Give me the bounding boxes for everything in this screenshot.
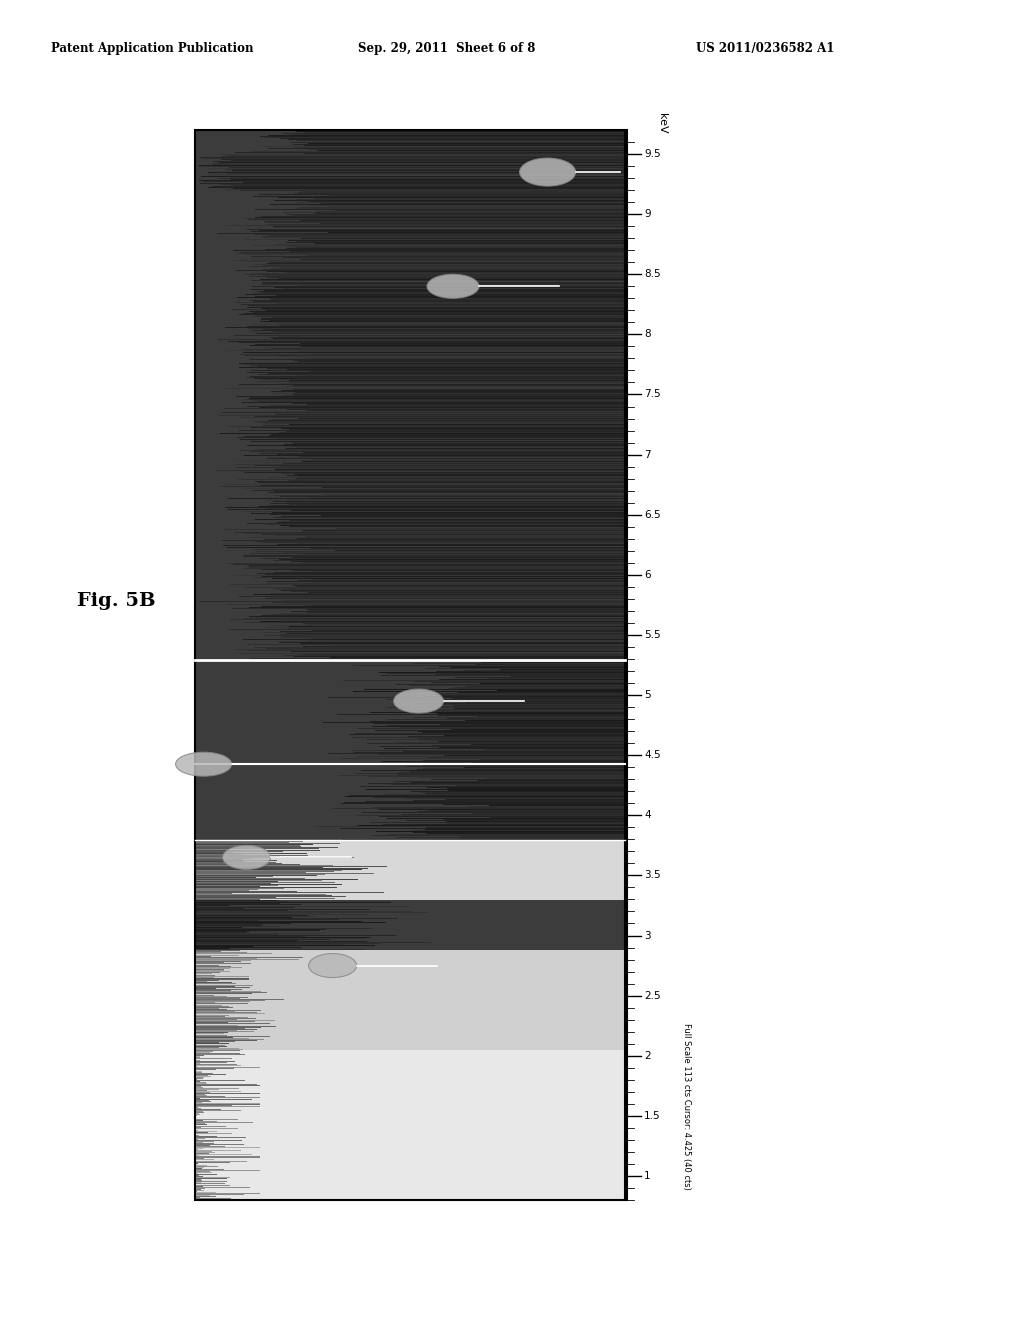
Text: 6.5: 6.5 (644, 510, 660, 520)
Text: 6: 6 (644, 570, 650, 579)
Bar (195, 950, 625, 1049)
Text: 4.5: 4.5 (644, 750, 660, 760)
Text: 4: 4 (644, 810, 650, 820)
Text: 5: 5 (644, 690, 650, 700)
Text: 1.5: 1.5 (644, 1111, 660, 1121)
Text: 7.5: 7.5 (644, 389, 660, 400)
Bar (195, 660, 625, 840)
Text: Full Scale 113 cts Cursor: 4.425 (40 cts): Full Scale 113 cts Cursor: 4.425 (40 cts… (682, 1023, 691, 1191)
Bar (195, 129, 625, 1200)
Text: 9.5: 9.5 (644, 149, 660, 158)
Ellipse shape (308, 953, 356, 978)
Text: 2.5: 2.5 (644, 990, 660, 1001)
Text: 7: 7 (644, 450, 650, 459)
Bar (195, 840, 625, 900)
Text: keV: keV (657, 114, 667, 135)
Bar (195, 1049, 625, 1200)
Text: 3: 3 (644, 931, 650, 941)
Bar (195, 900, 625, 950)
Text: Sep. 29, 2011  Sheet 6 of 8: Sep. 29, 2011 Sheet 6 of 8 (358, 42, 536, 55)
Text: 5.5: 5.5 (644, 630, 660, 640)
Text: 9: 9 (644, 209, 650, 219)
Ellipse shape (519, 158, 575, 186)
Ellipse shape (393, 689, 443, 713)
Text: 8.5: 8.5 (644, 269, 660, 280)
Ellipse shape (427, 275, 479, 298)
Ellipse shape (222, 845, 270, 870)
Text: US 2011/0236582 A1: US 2011/0236582 A1 (696, 42, 835, 55)
Text: 8: 8 (644, 330, 650, 339)
Text: 1: 1 (644, 1171, 650, 1181)
Ellipse shape (175, 752, 231, 776)
Text: Patent Application Publication: Patent Application Publication (51, 42, 254, 55)
Bar (195, 129, 625, 660)
Text: 3.5: 3.5 (644, 870, 660, 880)
Text: 2: 2 (644, 1051, 650, 1061)
Text: Fig. 5B: Fig. 5B (77, 591, 156, 610)
